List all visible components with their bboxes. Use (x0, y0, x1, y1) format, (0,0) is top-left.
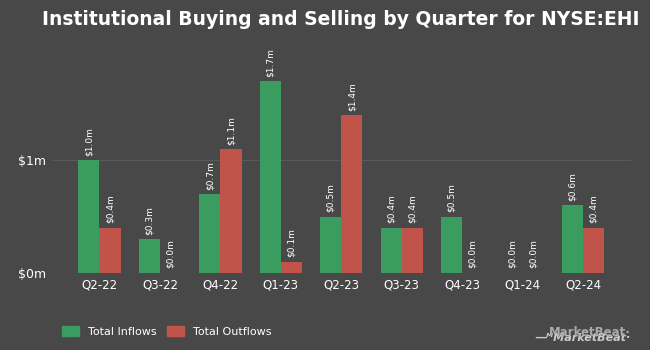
Text: $0.0m: $0.0m (468, 240, 477, 268)
Bar (138, 239, 160, 273)
Text: $1.1m: $1.1m (226, 116, 235, 145)
Text: $0.4m: $0.4m (408, 195, 417, 223)
Bar (441, 217, 462, 273)
Text: $0.5m: $0.5m (447, 183, 456, 212)
Text: $0.0m: $0.0m (508, 240, 517, 268)
Bar (78, 160, 99, 273)
Legend: Total Inflows, Total Outflows: Total Inflows, Total Outflows (58, 322, 276, 341)
Title: Institutional Buying and Selling by Quarter for NYSE:EHI: Institutional Buying and Selling by Quar… (42, 10, 640, 29)
Text: MarketBeat·: MarketBeat· (549, 327, 630, 340)
Text: $0.3m: $0.3m (145, 206, 154, 235)
Text: $0.1m: $0.1m (287, 228, 296, 257)
Bar (583, 228, 605, 273)
Text: $0.4m: $0.4m (387, 195, 396, 223)
Text: $0.5m: $0.5m (326, 183, 335, 212)
Bar (199, 194, 220, 273)
Bar (281, 262, 302, 273)
Bar (220, 149, 242, 273)
Bar (380, 228, 402, 273)
Bar (320, 217, 341, 273)
Text: $0.4m: $0.4m (105, 195, 114, 223)
Bar (99, 228, 121, 273)
Bar (259, 82, 281, 273)
Text: ―ᴹMarketBeat·: ―ᴹMarketBeat· (535, 333, 630, 343)
Bar (341, 115, 363, 273)
Text: $0.0m: $0.0m (528, 240, 538, 268)
Bar (562, 205, 583, 273)
Text: $1.7m: $1.7m (266, 48, 275, 77)
Text: $0.7m: $0.7m (205, 161, 214, 190)
Text: $0.0m: $0.0m (166, 240, 175, 268)
Bar (402, 228, 423, 273)
Text: $1.4m: $1.4m (347, 82, 356, 111)
Text: $0.6m: $0.6m (568, 172, 577, 201)
Text: $1.0m: $1.0m (84, 127, 94, 156)
Text: $0.4m: $0.4m (589, 195, 598, 223)
